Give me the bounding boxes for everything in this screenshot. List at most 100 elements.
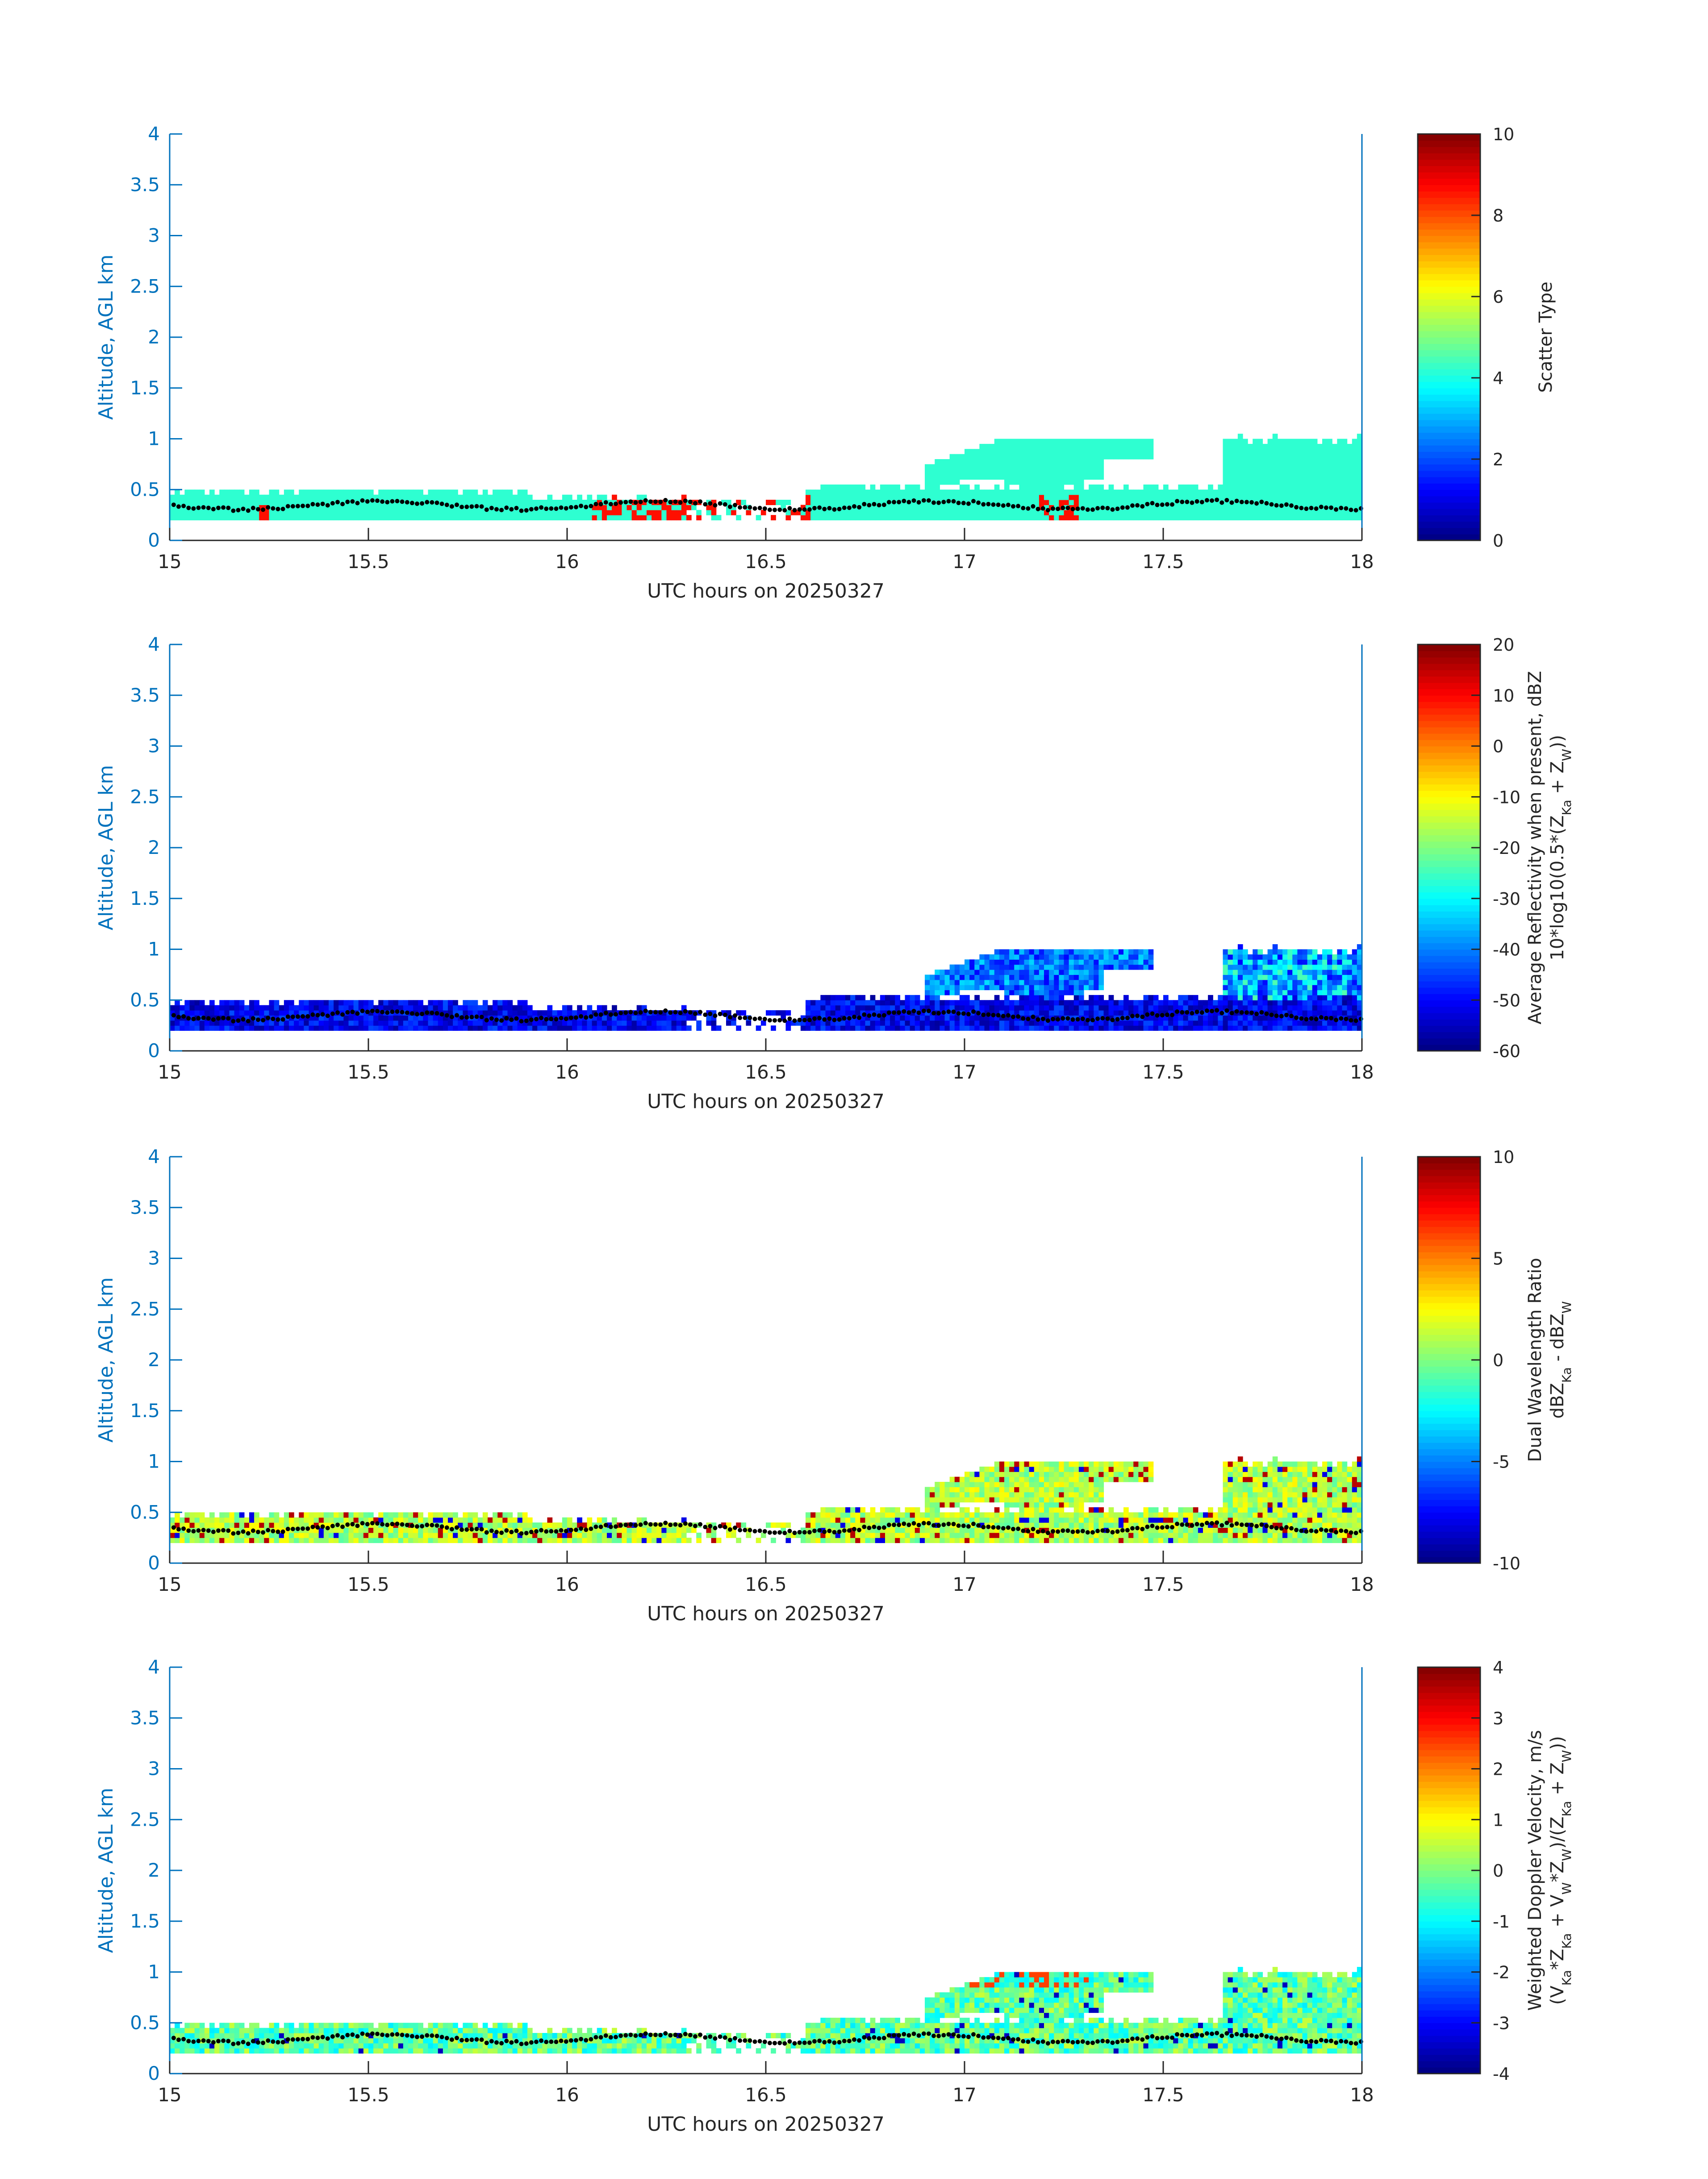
field-cell bbox=[830, 1532, 836, 1538]
field-cell bbox=[949, 469, 955, 475]
field-cell bbox=[944, 479, 950, 485]
field-cell bbox=[865, 505, 871, 510]
field-cell bbox=[224, 1000, 230, 1006]
field-cell bbox=[1253, 1000, 1258, 1006]
field-cell bbox=[1014, 1005, 1019, 1011]
field-cell bbox=[1133, 964, 1139, 970]
field-cell bbox=[388, 1020, 394, 1026]
field-cell bbox=[1322, 494, 1328, 500]
field-cell bbox=[403, 515, 409, 521]
field-cell bbox=[1282, 500, 1288, 505]
field-cell bbox=[567, 1005, 572, 1011]
field-cell bbox=[1014, 469, 1019, 475]
field-cell bbox=[1024, 459, 1030, 464]
field-cell bbox=[940, 494, 945, 500]
field-cell bbox=[1059, 474, 1065, 480]
field-cell bbox=[1302, 985, 1308, 991]
cloud-base-dot bbox=[251, 506, 255, 510]
field-cell bbox=[1123, 484, 1129, 490]
field-cell bbox=[1347, 464, 1353, 470]
field-cell bbox=[1009, 1010, 1015, 1016]
field-cell bbox=[388, 1005, 394, 1011]
field-cell bbox=[1024, 970, 1030, 975]
field-cell bbox=[1253, 970, 1258, 975]
field-cell bbox=[1054, 443, 1059, 449]
cloud-base-dot bbox=[455, 502, 459, 507]
field-cell bbox=[965, 1015, 970, 1021]
field-cell bbox=[1228, 489, 1233, 495]
field-cell bbox=[1069, 970, 1074, 975]
field-cell bbox=[249, 500, 255, 505]
field-cell bbox=[234, 510, 240, 515]
field-cell bbox=[1213, 1010, 1218, 1016]
field-cell bbox=[522, 489, 528, 495]
field-cell bbox=[1004, 979, 1010, 985]
field-cell bbox=[815, 494, 821, 500]
field-cell bbox=[845, 1000, 851, 1006]
field-cell bbox=[885, 1015, 890, 1021]
field-cell bbox=[562, 500, 568, 505]
field-cell bbox=[885, 494, 890, 500]
field-cell bbox=[641, 500, 647, 505]
field-cell bbox=[1103, 500, 1109, 505]
field-cell bbox=[1049, 479, 1054, 485]
field-cell bbox=[443, 505, 448, 510]
field-cell bbox=[731, 505, 736, 510]
field-cell bbox=[1158, 494, 1164, 500]
field-cell bbox=[309, 1527, 314, 1533]
field-cell bbox=[522, 505, 528, 510]
field-cell bbox=[959, 1005, 965, 1011]
field-cell bbox=[810, 510, 816, 515]
field-cell bbox=[999, 449, 1005, 455]
field-cell bbox=[1317, 959, 1323, 965]
field-cell bbox=[656, 510, 662, 515]
field-cell bbox=[1019, 1020, 1025, 1026]
field-cell bbox=[1282, 474, 1288, 480]
field-cell bbox=[1059, 464, 1065, 470]
field-cell bbox=[1297, 985, 1303, 991]
field-cell bbox=[944, 515, 950, 521]
field-cell bbox=[716, 1025, 722, 1031]
field-cell bbox=[1094, 995, 1099, 1000]
field-cell bbox=[358, 1527, 364, 1533]
field-cell bbox=[825, 1020, 831, 1026]
field-cell bbox=[1253, 1015, 1258, 1021]
field-cell bbox=[507, 1005, 513, 1011]
field-cell bbox=[184, 510, 190, 515]
field-cell bbox=[1262, 964, 1268, 970]
field-cell bbox=[1322, 469, 1328, 475]
cloud-base-dot bbox=[648, 1010, 653, 1015]
field-cell bbox=[1123, 443, 1129, 449]
field-cell bbox=[622, 1538, 627, 1543]
field-cell bbox=[1312, 990, 1318, 995]
field-cell bbox=[284, 1538, 289, 1543]
field-cell bbox=[1312, 474, 1318, 480]
field-cell bbox=[1312, 454, 1318, 460]
field-cell bbox=[482, 1000, 488, 1006]
field-cell bbox=[244, 510, 250, 515]
field-cell bbox=[1009, 1005, 1015, 1011]
field-cell bbox=[1078, 500, 1084, 505]
field-cell bbox=[1307, 964, 1313, 970]
field-cell bbox=[1044, 449, 1049, 455]
field-cell bbox=[1257, 1000, 1263, 1006]
field-cell bbox=[368, 1512, 374, 1518]
field-cell bbox=[1223, 974, 1228, 980]
field-cell bbox=[1272, 500, 1278, 505]
field-cell bbox=[840, 1010, 846, 1016]
field-cell bbox=[269, 1005, 275, 1011]
field-cell bbox=[313, 1522, 319, 1528]
cloud-base-dot bbox=[1284, 502, 1289, 507]
cloud-base-dot bbox=[529, 507, 534, 512]
field-cell bbox=[274, 1005, 280, 1011]
field-cell bbox=[870, 1538, 876, 1543]
field-cell bbox=[249, 1538, 255, 1543]
field-cell bbox=[1019, 990, 1025, 995]
field-cell bbox=[1054, 1000, 1059, 1006]
field-cell bbox=[979, 1025, 985, 1031]
field-cell bbox=[760, 510, 766, 515]
field-cell bbox=[234, 1522, 240, 1528]
field-cell bbox=[358, 505, 364, 510]
field-cell bbox=[1108, 995, 1114, 1000]
field-cell bbox=[1307, 1005, 1313, 1011]
